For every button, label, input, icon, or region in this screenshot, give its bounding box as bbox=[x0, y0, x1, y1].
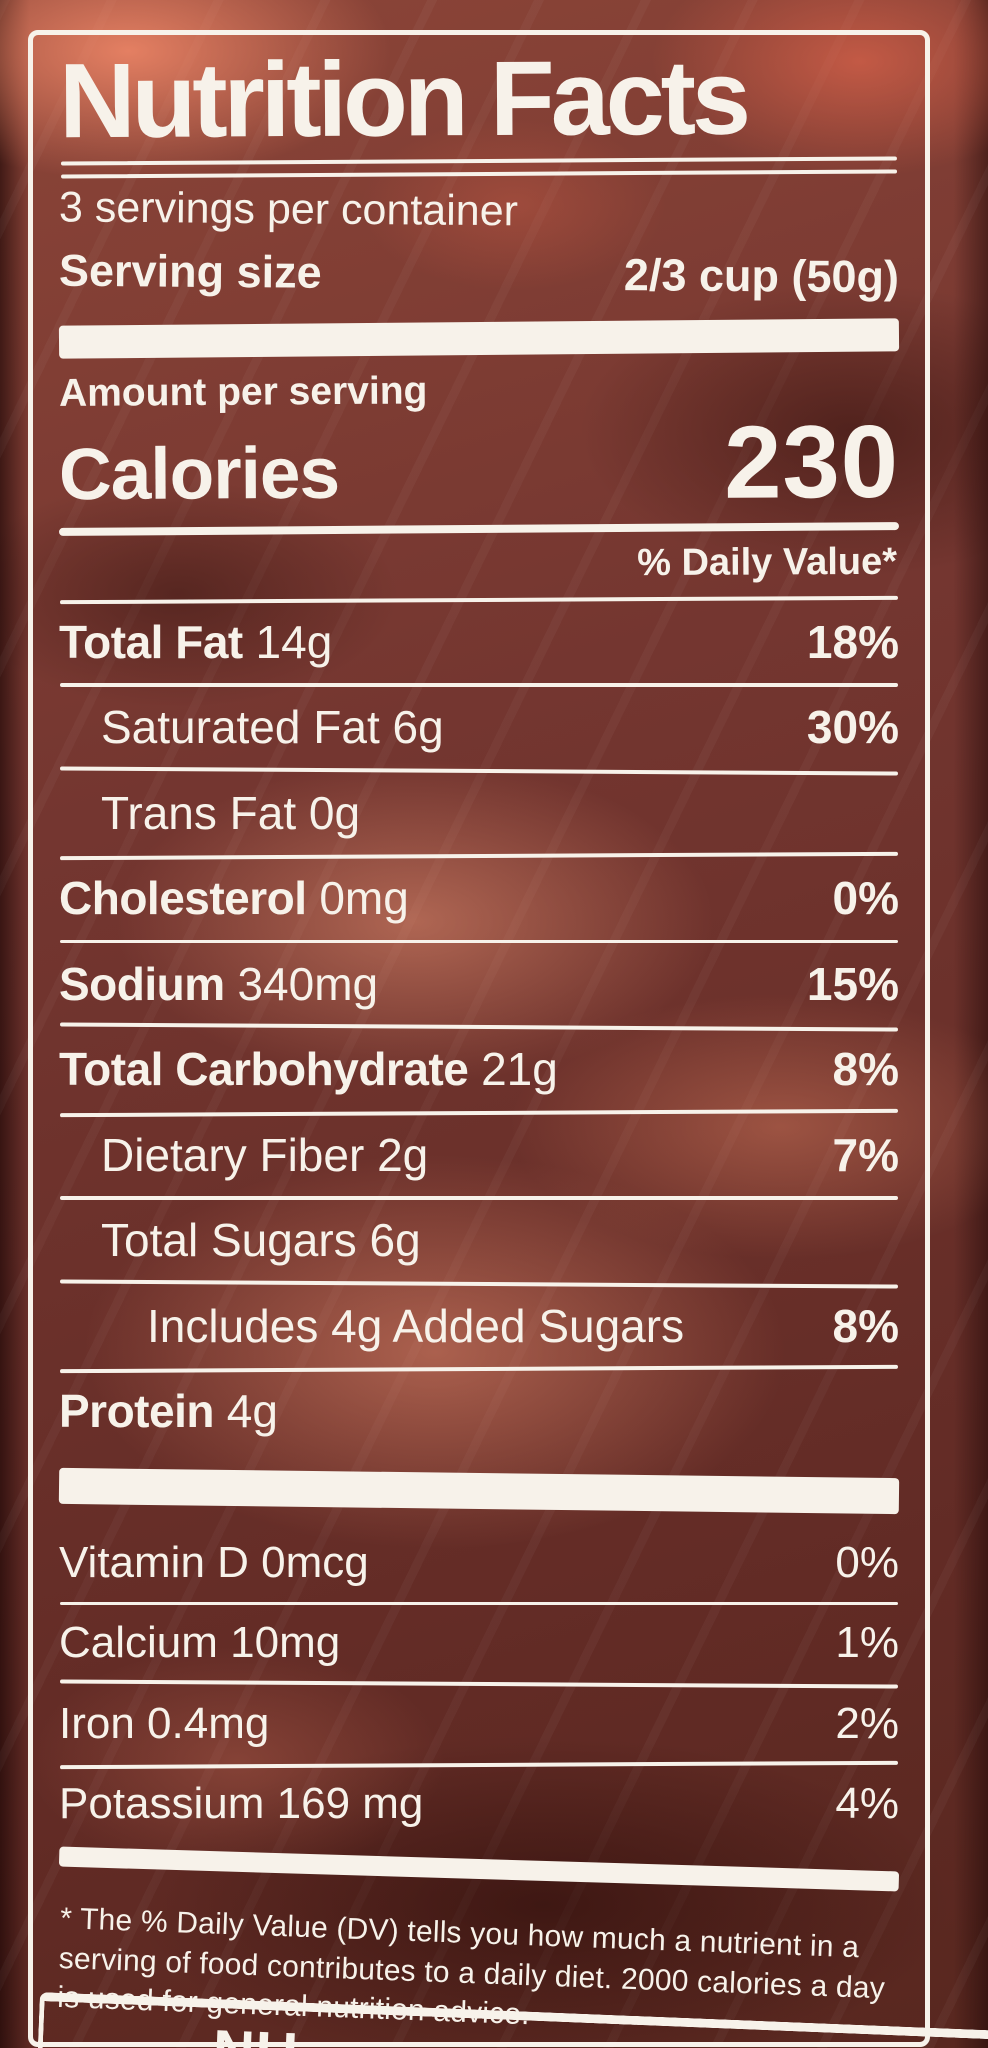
calories-label: Calories bbox=[58, 431, 340, 515]
nutrient-row-sodium: Sodium 340mg 15% bbox=[59, 939, 899, 1026]
nutrient-row: Total Fat 14g 18% bbox=[59, 601, 899, 683]
calories-row: Calories 230 bbox=[58, 403, 900, 520]
nutrient-row-protein: Protein 4g bbox=[59, 1364, 899, 1453]
nutrient-name: Dietary Fiber 2g bbox=[101, 1128, 429, 1181]
nutrient-row-saturated-fat: Saturated Fat 6g 30% bbox=[59, 683, 899, 769]
nutrient-row: Total Carbohydrate 21g 8% bbox=[59, 1029, 899, 1111]
serving-size-value: 2/3 cup (50g) bbox=[623, 248, 900, 303]
micro-row-iron: Iron 0.4mg 2% bbox=[59, 1679, 899, 1763]
daily-value-percent: 18% bbox=[806, 615, 899, 668]
divider-line bbox=[61, 169, 898, 179]
nutrient-name: Includes 4g Added Sugars bbox=[147, 1299, 685, 1352]
daily-value-percent: 1% bbox=[835, 1618, 899, 1668]
separator-rule bbox=[60, 1196, 898, 1200]
nutrient-name: Total Carbohydrate 21g bbox=[59, 1043, 558, 1096]
nutrient-row: Iron 0.4mg 2% bbox=[59, 1686, 899, 1763]
daily-value-percent: 4% bbox=[835, 1779, 899, 1829]
nutrient-row: Vitamin D 0mcg 0% bbox=[59, 1525, 899, 1602]
nutrient-row: Protein 4g bbox=[59, 1371, 899, 1453]
micro-row-potassium: Potassium 169 mg 4% bbox=[59, 1760, 899, 1844]
nutrient-row: Cholesterol 0mg 0% bbox=[59, 858, 899, 940]
nutrient-name: Vitamin D 0mcg bbox=[59, 1537, 369, 1587]
nutrient-row-total-sugars: Total Sugars 6g bbox=[59, 1196, 899, 1282]
serving-size-label: Serving size bbox=[58, 244, 322, 298]
nutrient-name: Total Sugars 6g bbox=[101, 1214, 421, 1267]
nutrient-name: Trans Fat 0g bbox=[101, 786, 361, 839]
nutrient-row: Saturated Fat 6g 30% bbox=[59, 687, 899, 769]
daily-value-percent: 8% bbox=[832, 1043, 899, 1096]
nutrient-row: Trans Fat 0g bbox=[59, 772, 899, 854]
servings-per-container: 3 servings per container bbox=[58, 183, 519, 236]
footnote-divider bbox=[58, 1846, 900, 1892]
calories-value: 230 bbox=[723, 403, 900, 520]
daily-value-percent: 7% bbox=[832, 1128, 899, 1181]
nutrient-row: Sodium 340mg 15% bbox=[59, 943, 899, 1025]
daily-value-header: % Daily Value* bbox=[637, 540, 898, 584]
nutrient-name: Sodium 340mg bbox=[59, 957, 379, 1010]
nutrient-name: Total Fat 14g bbox=[59, 615, 333, 668]
nutrient-name: Iron 0.4mg bbox=[59, 1698, 270, 1748]
calories-divider bbox=[58, 521, 900, 536]
serving-size-row: Serving size 2/3 cup (50g) bbox=[59, 244, 899, 303]
micronutrient-rows-section: Vitamin D 0mcg 0% Calcium 10mg 1% Iron 0.4mg… bbox=[59, 1525, 899, 1844]
nutrient-row-total-fat: Total Fat 14g 18% bbox=[59, 595, 899, 684]
nutrient-name: Cholesterol 0mg bbox=[59, 872, 409, 925]
separator-rule bbox=[60, 683, 898, 687]
nutrient-row: Dietary Fiber 2g 7% bbox=[59, 1114, 899, 1196]
daily-value-percent: 8% bbox=[832, 1299, 899, 1352]
nutrient-row: Total Sugars 6g bbox=[59, 1200, 899, 1282]
nutrient-name: Potassium 169 mg bbox=[59, 1779, 424, 1829]
nutrient-name: Calcium 10mg bbox=[59, 1618, 341, 1668]
nutrient-name: Protein 4g bbox=[59, 1385, 278, 1438]
nutrient-row: Potassium 169 mg 4% bbox=[59, 1766, 899, 1843]
nutrition-facts-title: Nutrition Facts bbox=[58, 38, 748, 161]
nutrient-rows-section: Total Fat 14g 18% Saturated Fat 6g 30% Trans… bbox=[59, 595, 899, 1453]
nutrient-name: Saturated Fat 6g bbox=[101, 701, 444, 754]
daily-value-percent: 15% bbox=[806, 957, 899, 1010]
nutrient-row-includes-4g-added-sugars: Includes 4g Added Sugars 8% bbox=[59, 1278, 899, 1368]
micro-row-calcium: Calcium 10mg 1% bbox=[59, 1601, 899, 1683]
daily-value-percent: 0% bbox=[835, 1537, 899, 1587]
daily-value-percent: 0% bbox=[832, 872, 899, 925]
ingredients-box-partial-text: NU bbox=[211, 2018, 988, 2048]
daily-value-percent: 30% bbox=[806, 701, 899, 754]
nutrient-row: Includes 4g Added Sugars 8% bbox=[59, 1285, 899, 1367]
separator-rule bbox=[60, 939, 898, 944]
section-divider-thick bbox=[58, 318, 900, 359]
micro-row-vitamin-d: Vitamin D 0mcg 0% bbox=[59, 1525, 899, 1602]
nutrient-row-total-carbohydrate: Total Carbohydrate 21g 8% bbox=[59, 1022, 899, 1111]
daily-value-percent: 2% bbox=[835, 1698, 899, 1748]
nutrient-row: Calcium 10mg 1% bbox=[59, 1605, 899, 1682]
nutrient-row-cholesterol: Cholesterol 0mg 0% bbox=[59, 851, 899, 940]
section-divider-thick bbox=[58, 1467, 900, 1514]
separator-rule bbox=[60, 1601, 898, 1606]
title-divider bbox=[60, 156, 898, 179]
nutrient-row-trans-fat: Trans Fat 0g bbox=[59, 765, 899, 855]
nutrient-row-dietary-fiber: Dietary Fiber 2g 7% bbox=[59, 1108, 899, 1197]
nutrition-facts-label: Nutrition Facts 3 servings per container… bbox=[28, 30, 930, 2047]
